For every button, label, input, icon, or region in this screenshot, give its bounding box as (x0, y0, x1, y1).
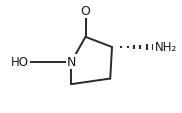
Text: NH₂: NH₂ (154, 41, 177, 54)
Text: HO: HO (11, 56, 29, 68)
Text: O: O (81, 5, 90, 18)
Text: N: N (67, 56, 76, 68)
